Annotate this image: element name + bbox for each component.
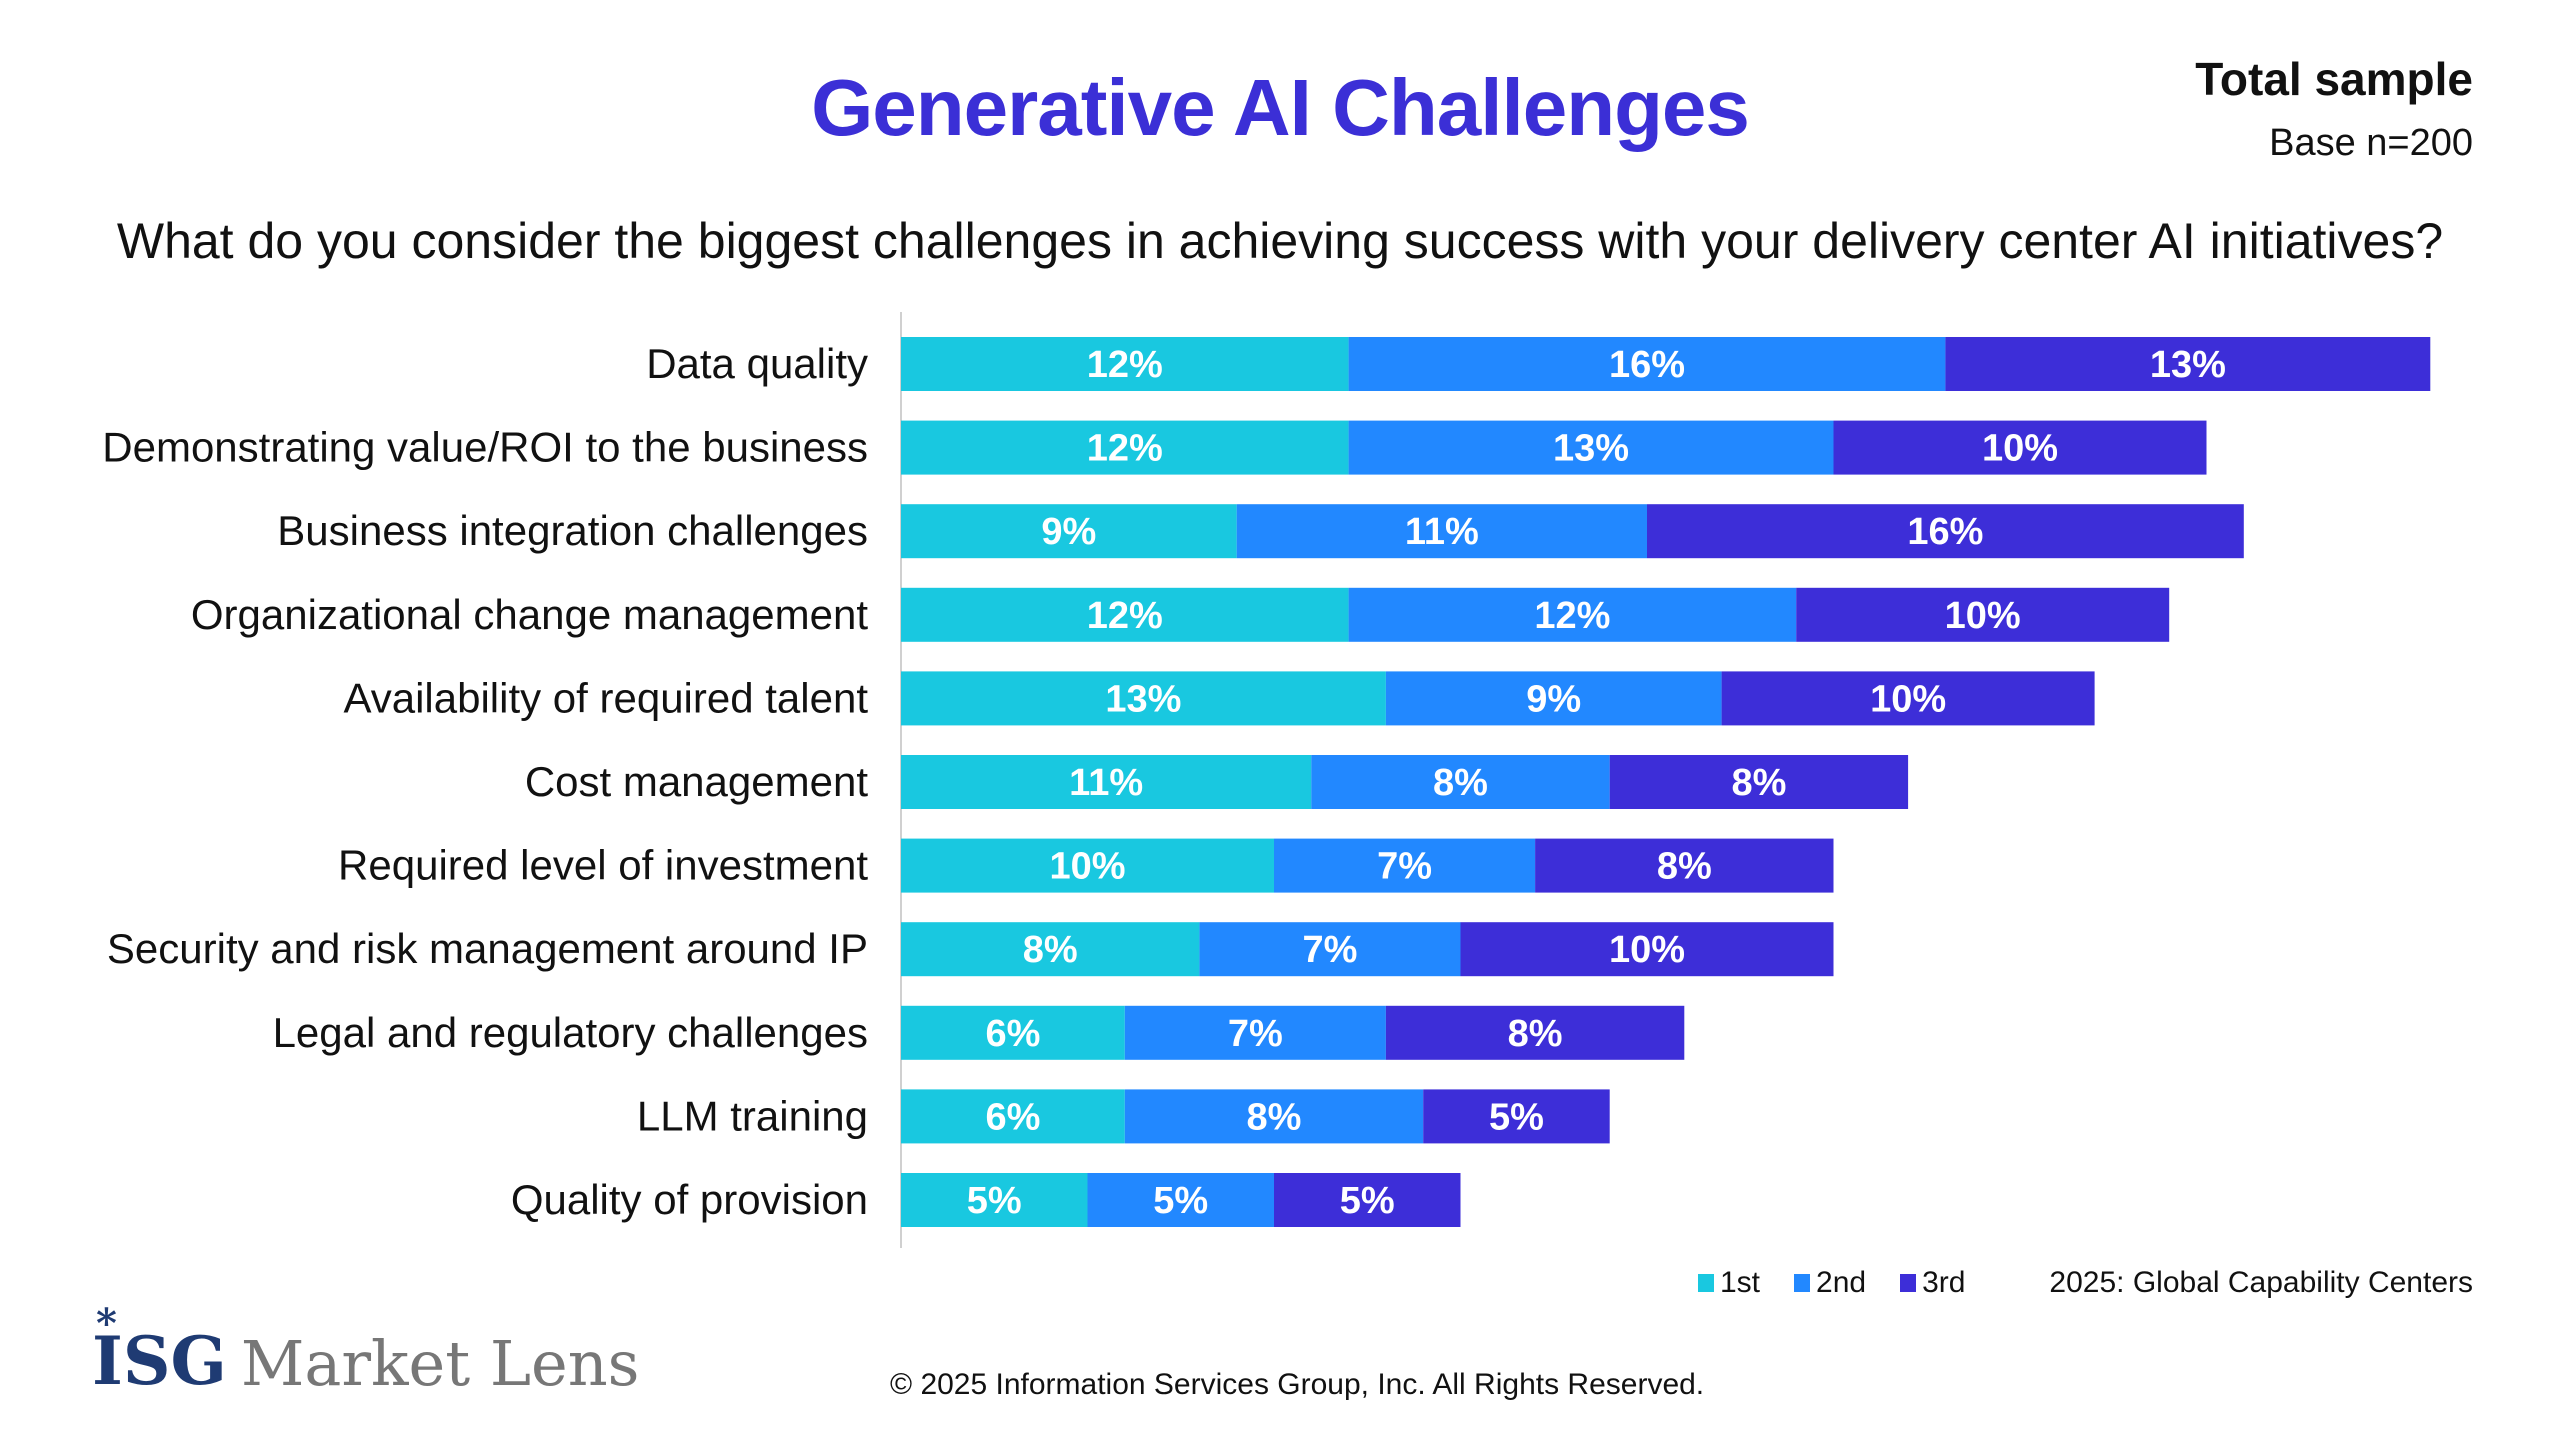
data-label: 13% bbox=[1553, 428, 1629, 470]
bar-segment-2nd bbox=[1274, 838, 1536, 893]
data-label: 10% bbox=[1049, 846, 1125, 888]
legend-item-3rd: 3rd bbox=[1900, 1266, 1965, 1300]
bar-segment-2nd bbox=[1385, 671, 1722, 726]
data-label: 13% bbox=[1105, 678, 1181, 720]
data-label: 16% bbox=[1609, 344, 1685, 386]
bar-segment-3rd bbox=[1833, 420, 2207, 475]
category-label: LLM training bbox=[637, 1092, 868, 1139]
legend-swatch bbox=[1794, 1274, 1811, 1292]
sample-title: Total sample bbox=[2195, 53, 2473, 105]
data-label: 8% bbox=[1508, 1013, 1563, 1055]
data-label: 5% bbox=[1489, 1096, 1544, 1138]
data-label: 13% bbox=[2150, 344, 2226, 386]
data-label: 10% bbox=[1609, 929, 1685, 971]
data-label: 12% bbox=[1087, 344, 1163, 386]
data-label: 5% bbox=[1153, 1180, 1208, 1222]
bar-segment-3rd bbox=[1609, 755, 1909, 809]
bar-segment-2nd bbox=[1236, 504, 1647, 559]
data-label: 10% bbox=[1982, 428, 2058, 470]
bar-segment-2nd bbox=[1087, 1173, 1274, 1227]
data-label: 9% bbox=[1041, 511, 1096, 553]
data-label: 8% bbox=[1433, 762, 1488, 804]
data-label: 12% bbox=[1087, 428, 1163, 470]
category-label: Required level of investment bbox=[338, 842, 868, 889]
data-label: 11% bbox=[1069, 762, 1143, 804]
data-label: 8% bbox=[1247, 1096, 1302, 1138]
legend-label: 2nd bbox=[1816, 1266, 1867, 1299]
category-label: Cost management bbox=[525, 758, 869, 805]
legend-label: 3rd bbox=[1922, 1266, 1966, 1299]
bar-segment-3rd bbox=[1721, 671, 2095, 726]
category-label: Security and risk management around IP bbox=[107, 925, 868, 972]
bar-segment-3rd bbox=[1535, 838, 1834, 893]
data-label: 10% bbox=[1945, 595, 2021, 637]
data-label: 12% bbox=[1087, 595, 1163, 637]
bar-segment-3rd bbox=[1647, 504, 2244, 559]
bar-segment-1st bbox=[901, 504, 1237, 559]
bar-segment-2nd bbox=[1124, 1005, 1386, 1060]
category-label: Organizational change management bbox=[191, 591, 868, 638]
data-label: 7% bbox=[1377, 846, 1432, 888]
star-icon: * bbox=[96, 1300, 117, 1347]
data-label: 6% bbox=[985, 1096, 1040, 1138]
legend-swatch bbox=[1900, 1274, 1917, 1292]
bar-segment-2nd bbox=[1199, 922, 1461, 977]
data-label: 5% bbox=[1340, 1180, 1395, 1222]
bar-segment-3rd bbox=[1423, 1089, 1610, 1144]
legend-item-2nd: 2nd bbox=[1794, 1266, 1866, 1300]
data-label: 8% bbox=[1657, 846, 1712, 888]
legend-label: 1st bbox=[1720, 1266, 1761, 1299]
bar-segment-2nd bbox=[1124, 1089, 1424, 1144]
bar-segment-2nd bbox=[1348, 420, 1834, 475]
legend-item-1st: 1st bbox=[1698, 1266, 1760, 1300]
stacked-bar-chart: Data quality 12% 16% 13% Demonstrating value… bbox=[102, 312, 2431, 1248]
copyright: © 2025 Information Services Group, Inc. … bbox=[890, 1368, 1705, 1401]
bar-segment-3rd bbox=[1460, 922, 1834, 977]
survey-question: What do you consider the biggest challen… bbox=[116, 213, 2444, 269]
bar-segment-3rd bbox=[1945, 337, 2431, 391]
legend: 1st 2nd 3rd bbox=[1698, 1266, 1965, 1300]
bar-segment-1st bbox=[901, 587, 1349, 642]
bar-segment-3rd bbox=[1796, 587, 2170, 642]
data-label: 5% bbox=[967, 1180, 1022, 1222]
bar-segment-1st bbox=[901, 922, 1200, 977]
bar-segment-3rd bbox=[1385, 1005, 1685, 1060]
data-label: 11% bbox=[1405, 511, 1479, 553]
bar-segment-3rd bbox=[1274, 1173, 1461, 1227]
bar-segment-1st bbox=[901, 1089, 1125, 1144]
logo-isg: * ISG bbox=[92, 1300, 227, 1400]
category-label: Data quality bbox=[646, 340, 868, 387]
data-label: 7% bbox=[1302, 929, 1357, 971]
data-label: 9% bbox=[1526, 678, 1581, 720]
legend-swatch bbox=[1698, 1274, 1714, 1292]
data-label: 8% bbox=[1023, 929, 1078, 971]
data-label: 7% bbox=[1228, 1013, 1283, 1055]
bar-segment-2nd bbox=[1348, 587, 1797, 642]
bar-segment-2nd bbox=[1348, 337, 1946, 391]
bar-segment-1st bbox=[901, 671, 1386, 726]
isg-market-lens-logo: * ISG Market Lens bbox=[92, 1300, 640, 1400]
category-label: Quality of provision bbox=[511, 1176, 868, 1223]
bar-segment-1st bbox=[901, 420, 1349, 475]
category-label: Legal and regulatory challenges bbox=[273, 1009, 868, 1056]
data-label: 16% bbox=[1907, 511, 1983, 553]
bar-segment-1st bbox=[901, 1173, 1088, 1227]
data-label: 12% bbox=[1534, 595, 1610, 637]
bar-segment-1st bbox=[901, 337, 1349, 391]
chart-title: Generative AI Challenges bbox=[811, 63, 1750, 152]
category-label: Demonstrating value/ROI to the business bbox=[102, 424, 868, 471]
category-label: Availability of required talent bbox=[343, 674, 868, 721]
category-label: Business integration challenges bbox=[277, 507, 868, 554]
bar-segment-2nd bbox=[1311, 755, 1610, 809]
sample-base: Base n=200 bbox=[2269, 122, 2473, 164]
source-note: 2025: Global Capability Centers bbox=[2049, 1266, 2473, 1299]
data-label: 6% bbox=[985, 1013, 1040, 1055]
data-label: 8% bbox=[1731, 762, 1786, 804]
bar-segment-1st bbox=[901, 838, 1274, 893]
logo-market-lens: Market Lens bbox=[240, 1327, 640, 1400]
bar-segment-1st bbox=[901, 1005, 1125, 1060]
data-label: 10% bbox=[1870, 678, 1946, 720]
bar-segment-1st bbox=[901, 755, 1312, 809]
